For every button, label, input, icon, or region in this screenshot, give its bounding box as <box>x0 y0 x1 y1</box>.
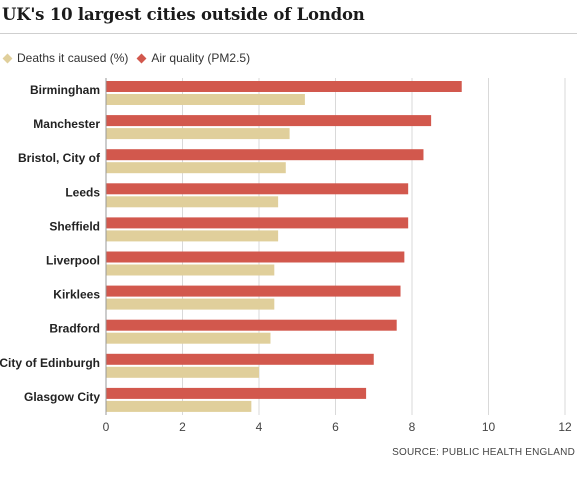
bar-air-quality <box>106 353 374 365</box>
bar-deaths <box>106 332 271 344</box>
bar-deaths <box>106 264 275 276</box>
category-label: Birmingham <box>30 83 100 97</box>
bar-air-quality <box>106 81 462 92</box>
bar-deaths <box>106 196 279 208</box>
x-tick-label: 8 <box>409 420 416 434</box>
legend-item-air-quality: Air quality (PM2.5) <box>136 51 251 65</box>
category-label: Glasgow City <box>24 390 100 404</box>
category-label: Leeds <box>65 185 100 199</box>
bar-deaths <box>106 298 275 310</box>
title-divider <box>0 33 577 34</box>
bar-air-quality <box>106 217 409 229</box>
bar-air-quality <box>106 149 424 161</box>
bar-air-quality <box>106 183 409 195</box>
legend-label-air-quality: Air quality (PM2.5) <box>151 51 251 65</box>
legend-label-deaths: Deaths it caused (%) <box>17 51 129 65</box>
x-tick-label: 0 <box>103 420 110 434</box>
bar-air-quality <box>106 319 397 331</box>
x-tick-label: 2 <box>179 420 186 434</box>
chart-title: UK's 10 largest cities outside of London <box>2 5 365 24</box>
category-label: Kirklees <box>53 288 100 302</box>
bar-deaths <box>106 128 290 140</box>
bar-deaths <box>106 366 259 378</box>
source-note: SOURCE: PUBLIC HEALTH ENGLAND <box>392 447 575 458</box>
x-tick-label: 4 <box>256 420 263 434</box>
x-tick-label: 12 <box>558 420 572 434</box>
category-label: Bristol, City of <box>18 151 101 165</box>
bar-deaths <box>106 400 252 412</box>
bar-deaths <box>106 94 305 105</box>
legend: Deaths it caused (%) Air quality (PM2.5) <box>2 50 260 66</box>
legend-item-deaths: Deaths it caused (%) <box>2 51 129 65</box>
category-label: Manchester <box>33 117 100 131</box>
bar-deaths <box>106 230 279 242</box>
x-tick-label: 10 <box>482 420 496 434</box>
category-label: Sheffield <box>49 219 100 233</box>
bar-air-quality <box>106 115 432 127</box>
x-tick-label: 6 <box>332 420 339 434</box>
bar-deaths <box>106 162 286 174</box>
bar-air-quality <box>106 285 401 297</box>
category-label: Bradford <box>49 322 100 336</box>
bar-air-quality <box>106 387 367 399</box>
category-label: Liverpool <box>46 254 100 268</box>
category-label: City of Edinburgh <box>0 356 100 370</box>
bar-air-quality <box>106 251 405 263</box>
